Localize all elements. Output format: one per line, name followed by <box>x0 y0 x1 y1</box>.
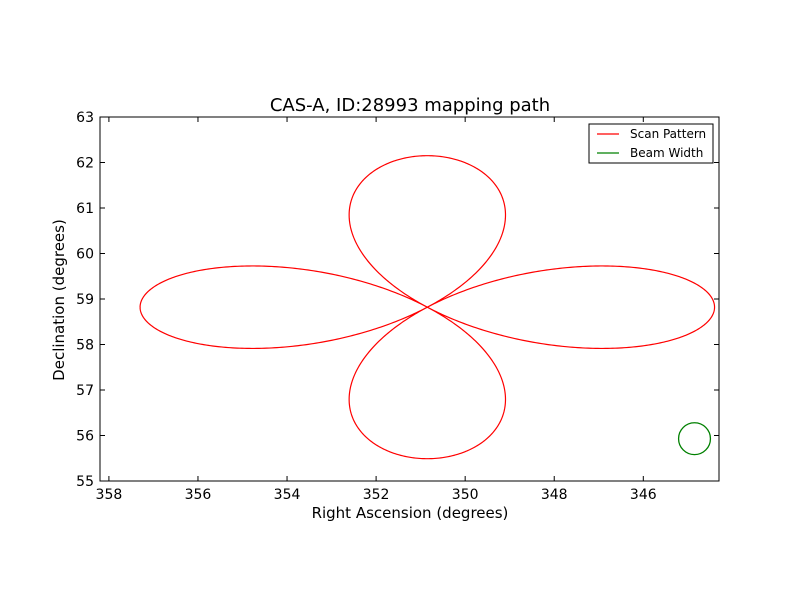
scan-pattern-line <box>139 155 716 460</box>
y-tick-label: 63 <box>76 110 94 126</box>
y-axis: 55 56 57 58 59 60 61 62 63 <box>76 110 719 490</box>
beam-width-circle <box>677 422 712 456</box>
x-tick-label: 354 <box>274 487 301 503</box>
chart-title: CAS-A, ID:28993 mapping path <box>270 95 550 116</box>
x-tick-label: 350 <box>452 487 479 503</box>
x-axis-label: Right Ascension (degrees) <box>312 504 509 522</box>
y-tick-label: 58 <box>76 338 94 354</box>
x-axis: 358 356 354 352 350 348 346 <box>96 117 657 503</box>
x-tick-label: 346 <box>630 487 657 503</box>
plot-area <box>99 116 720 482</box>
legend-label-scan-pattern: Scan Pattern <box>630 127 706 141</box>
y-tick-label: 57 <box>76 383 94 399</box>
y-tick-label: 55 <box>76 474 94 490</box>
y-tick-label: 61 <box>76 201 94 217</box>
legend-label-beam-width: Beam Width <box>630 146 703 160</box>
x-tick-label: 358 <box>96 487 123 503</box>
x-tick-label: 356 <box>185 487 212 503</box>
x-tick-label: 348 <box>541 487 568 503</box>
x-tick-label: 352 <box>363 487 390 503</box>
y-tick-label: 62 <box>76 156 94 172</box>
y-tick-label: 59 <box>76 292 94 308</box>
y-tick-label: 56 <box>76 429 94 445</box>
y-axis-label: Declination (degrees) <box>50 219 68 381</box>
legend: Scan Pattern Beam Width <box>588 123 714 164</box>
legend-box <box>588 123 714 164</box>
y-tick-label: 60 <box>76 247 94 263</box>
